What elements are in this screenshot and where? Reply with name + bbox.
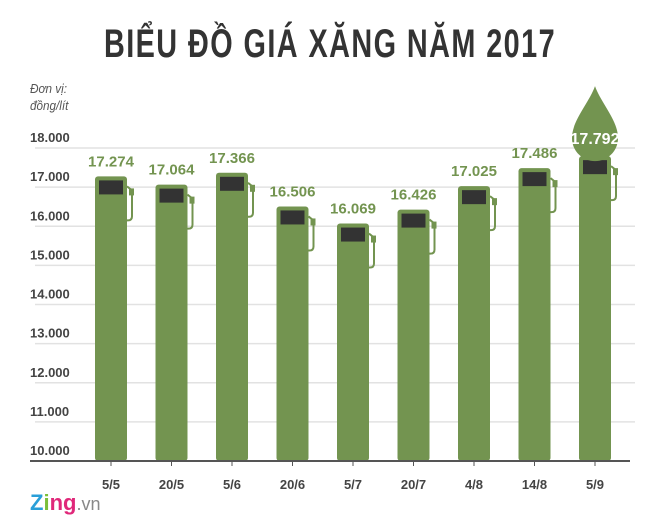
bar-value-label: 17.274 [88, 153, 135, 170]
x-tick-label: 5/9 [586, 477, 604, 492]
pump-screen [462, 190, 486, 205]
y-tick-label: 12.000 [30, 365, 70, 380]
x-tick-label: 5/5 [102, 477, 120, 492]
bar-value-label: 17.366 [209, 150, 255, 167]
pump-nozzle [492, 198, 497, 206]
pump-nozzle [129, 188, 134, 196]
pump-screen [401, 213, 426, 228]
pump-nozzle [250, 184, 255, 192]
bar-value-label: 17.486 [512, 145, 558, 162]
bar-value-label: 17.792 [571, 131, 620, 148]
pump-screen [280, 210, 305, 225]
x-tick-label: 5/6 [223, 477, 241, 492]
pump-nozzle [431, 221, 437, 229]
chart-title: BIỂU ĐỒ GIÁ XĂNG NĂM 2017 [103, 22, 557, 66]
y-tick-label: 11.000 [30, 404, 69, 419]
bar [155, 184, 188, 461]
pump-hose [610, 165, 617, 202]
bar-value-label: 16.069 [330, 201, 376, 218]
pump-hose [247, 182, 254, 218]
pump-screen [99, 180, 123, 195]
pump-hose [368, 232, 375, 269]
bar-value-label: 16.426 [391, 187, 437, 204]
unit-label: Đơn vị: đồng/lít [30, 80, 68, 114]
bar [458, 186, 490, 461]
unit-line-2: đồng/lít [30, 98, 69, 113]
pump-nozzle [189, 196, 195, 204]
bar [337, 223, 369, 461]
pump-hose [428, 218, 436, 255]
x-tick-label: 20/6 [280, 477, 305, 492]
x-tick-label: 20/7 [401, 477, 426, 492]
pump-screen [341, 227, 365, 242]
price-drop [572, 86, 618, 162]
pump-nozzle [613, 168, 618, 176]
pump-nozzle [552, 180, 558, 188]
bar [216, 172, 248, 462]
pump-nozzle [310, 218, 316, 226]
y-tick-label: 10.000 [30, 443, 70, 458]
x-tick-label: 20/5 [159, 477, 184, 492]
bar [579, 156, 611, 461]
y-tick-label: 14.000 [30, 287, 70, 302]
pump-hose [307, 215, 315, 252]
pump-nozzle [371, 235, 376, 243]
bar [95, 176, 127, 461]
unit-line-1: Đơn vị: [30, 81, 67, 96]
bar-value-label: 17.064 [149, 162, 196, 179]
y-tick-label: 15.000 [30, 247, 70, 262]
pump-screen [583, 160, 607, 175]
bar [518, 168, 551, 462]
zing-logo: Zing.vn [30, 490, 101, 515]
x-tick-label: 4/8 [465, 477, 483, 492]
y-tick-label: 17.000 [30, 169, 70, 184]
y-tick-label: 16.000 [30, 208, 70, 223]
bar [397, 209, 430, 461]
pump-screen [159, 188, 184, 203]
bar-value-label: 17.025 [451, 163, 497, 180]
pump-hose [489, 195, 496, 232]
pump-screen [522, 172, 547, 187]
pump-screen [220, 176, 244, 191]
bar-value-label: 16.506 [270, 183, 316, 200]
x-tick-label: 14/8 [522, 477, 547, 492]
y-tick-label: 13.000 [30, 326, 70, 341]
pump-hose [549, 177, 557, 214]
logo-suffix: .vn [76, 494, 101, 514]
x-tick-label: 5/7 [344, 477, 362, 492]
y-tick-label: 18.000 [30, 130, 70, 145]
bar [276, 206, 309, 461]
pump-hose [186, 193, 194, 230]
pump-hose [126, 185, 133, 222]
